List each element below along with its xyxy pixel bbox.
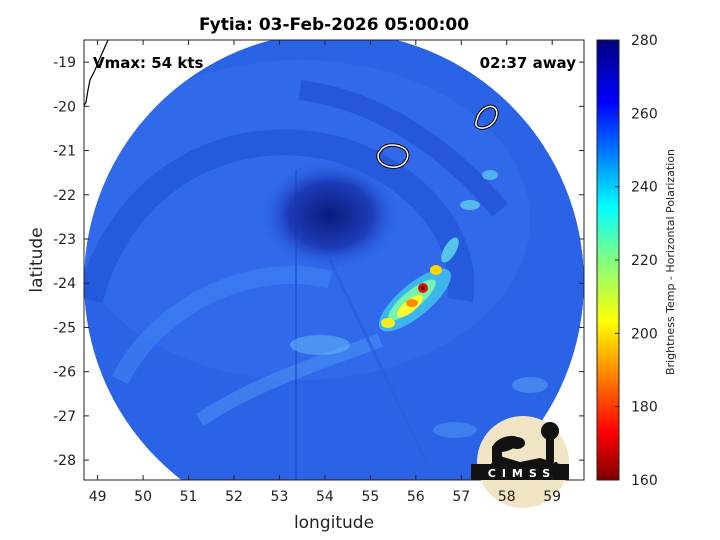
y-tick-label: -27	[53, 409, 76, 425]
colorbar-tick-label: 160	[631, 473, 658, 489]
x-tick-label: 52	[225, 489, 243, 505]
x-tick-label: 55	[361, 489, 379, 505]
colorbar-tick-label: 240	[631, 180, 658, 196]
y-tick-label: -19	[53, 55, 76, 71]
cimss-logo: CIMSS	[471, 416, 569, 508]
colorbar-tick-label: 280	[631, 33, 658, 49]
colorbar-label: Brightness Temp - Horizontal Polarizatio…	[664, 149, 677, 375]
coastline	[84, 40, 109, 107]
microwave-swath	[84, 40, 584, 480]
x-tick-label: 54	[316, 489, 334, 505]
colorbar-tick-label: 200	[631, 326, 658, 342]
x-axis: 49 50 51 52 53 54 55 56 57 58 59	[89, 40, 561, 505]
y-tick-label: -28	[53, 453, 76, 469]
colorbar: 280 260 240 220 200 180 160 Brightness Temp - …	[596, 33, 677, 489]
plot-title: Fytia: 03-Feb-2026 05:00:00	[199, 15, 469, 35]
x-tick-label: 51	[180, 489, 198, 505]
x-tick-label: 56	[407, 489, 425, 505]
time-away-label: 02:37 away	[480, 54, 577, 72]
colorbar-tick-label: 180	[631, 400, 658, 416]
x-tick-label: 58	[498, 489, 516, 505]
vmax-label: Vmax: 54 kts	[93, 54, 203, 72]
x-axis-label: longitude	[294, 513, 374, 533]
y-tick-label: -25	[53, 320, 76, 336]
cimss-logo-text: CIMSS	[488, 467, 556, 480]
x-tick-label: 59	[543, 489, 561, 505]
y-axis-label: latitude	[27, 227, 47, 292]
colorbar-tick-label: 260	[631, 106, 658, 122]
colorbar-tick-label: 220	[631, 253, 658, 269]
map-panel[interactable]: Vmax: 54 kts 02:37 away CIMSS	[70, 32, 585, 532]
y-tick-label: -22	[53, 188, 76, 204]
y-tick-label: -23	[53, 232, 76, 248]
x-tick-label: 53	[271, 489, 289, 505]
y-tick-label: -21	[53, 144, 76, 160]
x-tick-label: 57	[452, 489, 470, 505]
y-tick-label: -24	[53, 276, 76, 292]
y-tick-label: -26	[53, 365, 76, 381]
y-axis: -19 -20 -21 -22 -23 -24 -25 -26 -27 -28	[53, 55, 584, 469]
x-tick-label: 50	[134, 489, 152, 505]
x-tick-label: 49	[89, 489, 107, 505]
y-tick-label: -20	[53, 99, 76, 115]
